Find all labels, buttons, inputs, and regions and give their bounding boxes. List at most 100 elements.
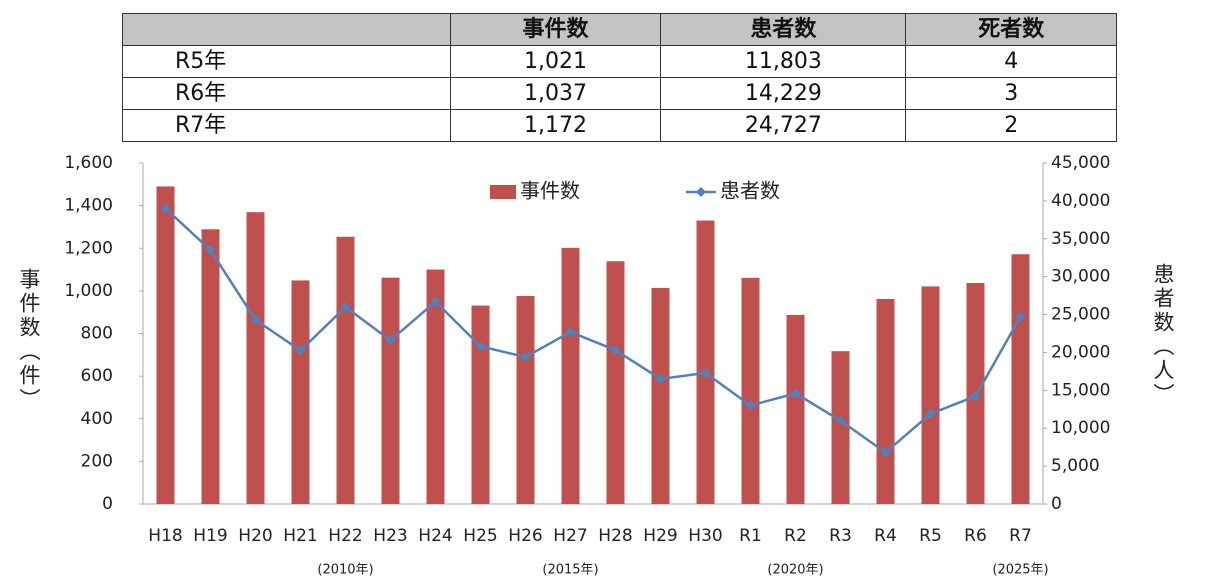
y-tick-label: 1,400 [64, 196, 113, 216]
marker [475, 341, 486, 352]
y-tick-label: 200 [81, 451, 113, 471]
table-cell: 11,803 [660, 45, 907, 78]
bar [741, 277, 760, 504]
bar [606, 261, 625, 504]
x-tick-label: H23 [373, 526, 407, 546]
bar [921, 286, 940, 504]
y2-axis-title: 患者数（人） [1151, 263, 1175, 407]
x-tick-label: R5 [919, 526, 942, 546]
y-tick-label: 0 [102, 494, 113, 514]
bar [561, 247, 580, 505]
legend-label: 患者数 [720, 179, 780, 203]
bar [156, 186, 175, 504]
annotation: (2010年) [317, 563, 373, 578]
y2-tick-label: 10,000 [1051, 418, 1110, 438]
x-tick-label: H28 [598, 526, 632, 546]
table-row: R5年 1,021 11,803 4 [122, 45, 1117, 78]
row-label: R7年 [122, 109, 451, 142]
x-tick-label: R7 [1009, 526, 1032, 546]
bar [381, 277, 400, 504]
marker [205, 245, 216, 256]
x-tick-label: R3 [829, 526, 852, 546]
marker [160, 203, 171, 214]
table-cell: 14,229 [660, 77, 907, 110]
table-cell: 2 [905, 109, 1117, 142]
y2-tick-label: 20,000 [1051, 342, 1110, 362]
x-tick-label: H21 [283, 526, 317, 546]
legend-swatch [490, 185, 516, 199]
y-tick-label: 1,200 [64, 238, 113, 258]
marker [655, 373, 666, 384]
bar [876, 298, 895, 504]
bar [516, 295, 535, 504]
annotation: (2025年) [992, 563, 1048, 578]
x-tick-label: H22 [328, 526, 362, 546]
bar [651, 287, 670, 504]
y2-tick-label: 5,000 [1051, 456, 1100, 476]
y-tick-label: 1,000 [64, 281, 113, 301]
table-cell: 24,727 [660, 109, 907, 142]
annotation: (2020年) [767, 563, 823, 578]
bar [246, 212, 265, 504]
bar [426, 269, 445, 504]
row-label: R6年 [122, 77, 451, 110]
x-tick-label: R2 [784, 526, 807, 546]
x-tick-label: H19 [193, 526, 227, 546]
y-tick-label: 1,600 [64, 153, 113, 173]
marker [565, 326, 576, 337]
column-header: 死者数 [905, 13, 1117, 46]
marker [430, 296, 441, 307]
x-tick-label: H25 [463, 526, 497, 546]
bar [291, 280, 310, 504]
y2-tick-label: 0 [1051, 494, 1062, 514]
column-header: 患者数 [660, 13, 907, 46]
y2-tick-label: 30,000 [1051, 267, 1110, 287]
marker [925, 408, 936, 419]
x-tick-label: H30 [688, 526, 722, 546]
marker [835, 415, 846, 426]
marker [970, 391, 981, 402]
bar [696, 220, 715, 504]
table-body: 事件数 患者数 死者数 R5年 1,021 11,803 4 R6年 1,037 14,229 3 R… [122, 13, 1117, 142]
y-tick-label: 600 [81, 366, 113, 386]
marker [880, 447, 891, 458]
y-tick-label: 800 [81, 324, 113, 344]
x-tick-label: R4 [874, 526, 897, 546]
y2-tick-label: 35,000 [1051, 229, 1110, 249]
table-row: R7年 1,172 24,727 2 [122, 109, 1117, 142]
y2-tick-label: 25,000 [1051, 305, 1110, 325]
marker [745, 400, 756, 411]
marker [340, 301, 351, 312]
marker [610, 345, 621, 356]
bar [471, 305, 490, 504]
y-axis-title: 事件数（件） [17, 268, 41, 412]
y2-tick-label: 45,000 [1051, 153, 1110, 173]
x-tick-label: H18 [148, 526, 182, 546]
corner-cell [122, 13, 451, 46]
summary-table: 事件数 患者数 死者数 R5年 1,021 11,803 4 R6年 1,037 14,229 3 R… [122, 13, 1117, 142]
marker [385, 335, 396, 346]
marker [1015, 311, 1026, 322]
line [164, 207, 1022, 455]
bar [336, 236, 355, 504]
bar [1011, 254, 1030, 504]
y-tick-label: 400 [81, 409, 113, 429]
marker [250, 314, 261, 325]
x-tick-label: H27 [553, 526, 587, 546]
marker [790, 388, 801, 399]
x-tick-label: H26 [508, 526, 542, 546]
table-cell: 1,021 [449, 45, 662, 78]
marker [520, 351, 531, 362]
bar [201, 229, 220, 505]
table-cell: 1,172 [449, 109, 662, 142]
y2-tick-label: 40,000 [1051, 191, 1110, 211]
x-tick-label: R1 [739, 526, 762, 546]
marker [700, 367, 711, 378]
y2-tick-label: 15,000 [1051, 380, 1110, 400]
marker [295, 345, 306, 356]
x-tick-label: H29 [643, 526, 677, 546]
x-tick-label: R6 [964, 526, 987, 546]
bar [831, 351, 850, 504]
